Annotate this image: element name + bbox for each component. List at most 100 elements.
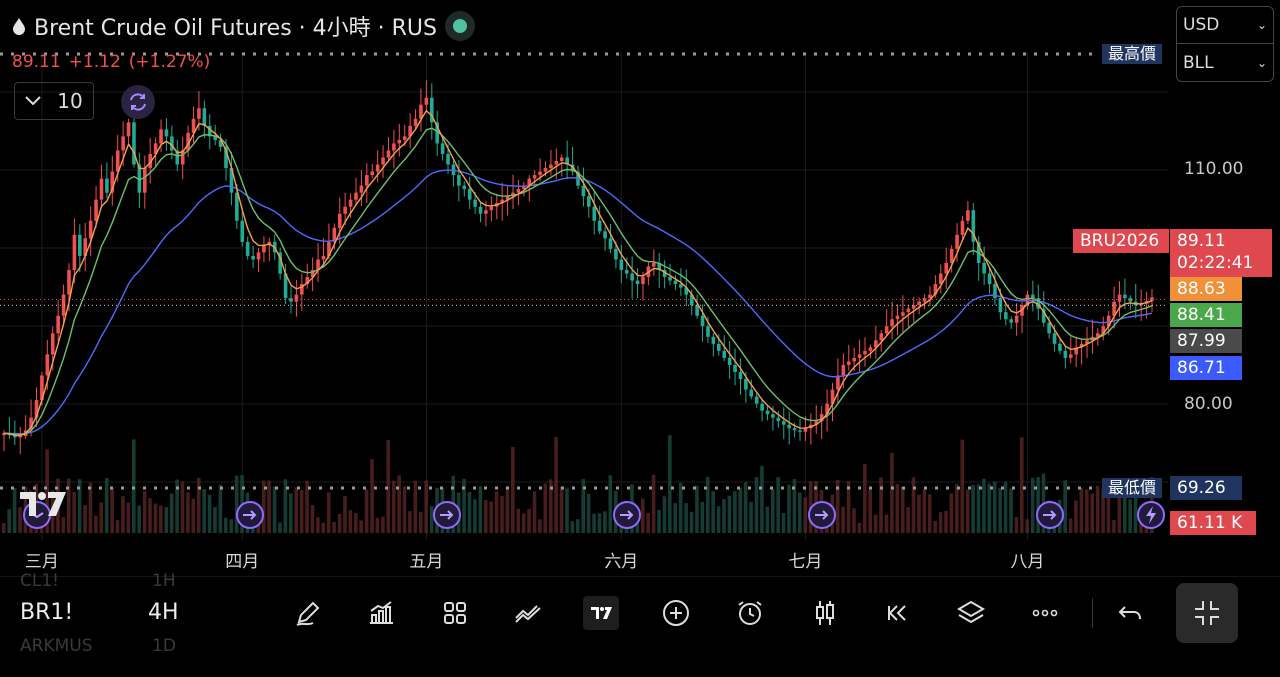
volume-bar [1074, 500, 1078, 533]
interval-picker[interactable]: 4H [148, 600, 179, 625]
volume-bar [927, 494, 932, 533]
candle-body [121, 136, 125, 151]
candle-body [99, 178, 104, 200]
candle-body [836, 375, 840, 390]
volume-bar [191, 498, 196, 533]
candle-body [852, 357, 856, 362]
candle-body [1052, 333, 1057, 344]
volume-bar [776, 477, 780, 533]
candle-body [78, 234, 82, 256]
more-icon[interactable] [1027, 596, 1063, 630]
candle-body [424, 97, 429, 105]
candle-body [1009, 319, 1014, 323]
candle-body [170, 136, 174, 151]
candles-icon[interactable] [807, 596, 843, 630]
candle-body [982, 262, 986, 274]
volume-bar [153, 503, 158, 533]
replay-icon[interactable] [880, 596, 916, 630]
plus-circle-icon[interactable] [658, 596, 694, 630]
collapse-button[interactable] [1176, 583, 1238, 643]
volume-bar [554, 436, 558, 533]
candle-body [126, 122, 131, 137]
candle-body [88, 220, 93, 239]
pen-icon[interactable] [290, 596, 326, 630]
volume-bar [61, 517, 66, 533]
volume-bar [960, 439, 965, 533]
candle-body [733, 364, 737, 372]
market-open-icon [444, 11, 475, 41]
candle-body [765, 410, 770, 415]
volume-bar [505, 486, 510, 533]
refresh-icon[interactable] [121, 85, 155, 119]
volume-bar [1079, 488, 1084, 533]
volume-bar [1106, 484, 1111, 533]
candles [2, 79, 1154, 455]
volume-bar [343, 495, 347, 533]
volume-bar [906, 507, 910, 533]
candle-body [224, 146, 228, 169]
flash-event-icon[interactable] [1136, 500, 1166, 530]
price-chart[interactable] [0, 0, 1280, 577]
alarm-icon[interactable] [732, 596, 768, 630]
candle-body [180, 150, 185, 165]
candle-body [440, 143, 445, 154]
layout-icon[interactable] [437, 596, 473, 630]
low-marker-value: 69.26 [1170, 476, 1242, 500]
undo-icon[interactable] [1113, 596, 1149, 630]
candle-body [803, 428, 808, 432]
arrow-event-icon[interactable] [432, 500, 462, 530]
volume-bar [148, 498, 152, 533]
candle-body [408, 125, 412, 137]
volume-bar [895, 484, 900, 533]
candle-body [830, 389, 835, 404]
volume-bar [857, 522, 862, 533]
currency-select[interactable]: USD ⌄ [1177, 7, 1273, 44]
candle-body [700, 315, 705, 327]
indicators-icon[interactable] [363, 596, 399, 630]
candle-body [857, 354, 862, 358]
unit-select[interactable]: BLL ⌄ [1177, 44, 1273, 81]
volume-bar [992, 481, 997, 533]
candle-body [901, 312, 905, 316]
candle-body [478, 206, 483, 214]
volume-bar [1030, 477, 1035, 533]
volume-bar [478, 485, 483, 533]
candle-body [581, 185, 586, 197]
candle-body [711, 336, 716, 344]
layers-icon[interactable] [953, 596, 989, 630]
currency-value: USD [1183, 15, 1220, 35]
candle-body [256, 252, 261, 260]
bar-countdown: 02:22:41 [1177, 253, 1254, 273]
arrow-event-icon[interactable] [612, 500, 642, 530]
arrow-event-icon[interactable] [1035, 500, 1065, 530]
volume-bar [884, 514, 889, 533]
arrow-event-icon[interactable] [235, 500, 265, 530]
volume-tag: 61.11 K [1170, 511, 1256, 535]
time-axis-label: 八月 [1010, 552, 1045, 572]
price-tick-110: 110.00 [1184, 159, 1244, 179]
candle-body [549, 164, 553, 169]
tv-logo-icon[interactable] [583, 596, 619, 630]
candle-body [949, 248, 954, 263]
candle-body [446, 153, 450, 165]
volume-bar [348, 510, 353, 533]
candle-body [500, 199, 504, 204]
symbol-picker[interactable]: BR1! [20, 600, 74, 625]
indicators-toggle-button[interactable]: 10 [14, 82, 94, 120]
candle-body [359, 185, 364, 193]
compare-icon[interactable] [510, 596, 546, 630]
candle-body [45, 354, 50, 376]
candle-body [218, 139, 223, 147]
volume-bar [873, 514, 878, 533]
candle-body [1085, 340, 1089, 344]
price-change: +1.12 [68, 52, 121, 72]
candle-body [186, 132, 190, 151]
volume-bar [408, 511, 412, 533]
moving-averages [3, 109, 1153, 437]
volume-bar [922, 489, 927, 533]
arrow-event-icon[interactable] [807, 500, 837, 530]
candle-body [50, 333, 55, 355]
candle-body [565, 157, 569, 165]
candle-body [1014, 315, 1019, 323]
ghost-symbol-next: ARKMUS [20, 636, 93, 656]
